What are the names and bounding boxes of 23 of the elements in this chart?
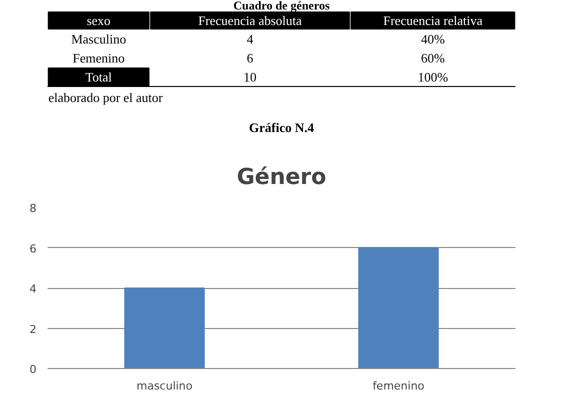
text: Cuadro de géneros [233,0,330,12]
text: 40% [420,32,445,46]
y-tick-label: 8 [30,202,36,215]
text: elaborado por el autor [48,90,164,105]
text: 4 [246,32,254,46]
y-tick-label: 4 [30,282,36,296]
text: Masculino [71,32,126,46]
chart-title: Género [236,165,326,190]
text: Total [85,70,112,84]
text: Frecuencia absoluta [198,13,302,28]
text: Femenino [72,50,125,66]
text: 100% [418,70,448,84]
text: 60% [420,50,445,66]
text: Frecuencia relativa [383,13,483,28]
text: 10 [244,70,256,84]
text: Gráfico N.4 [249,120,314,135]
y-tick-label: 2 [30,322,36,336]
x-tick-label: masculino [136,380,193,392]
text: sexo [86,13,111,28]
text: 6 [246,50,254,66]
y-tick-label: 6 [30,242,36,256]
y-tick-label: 0 [30,363,36,376]
x-tick-label: femenino [372,380,425,392]
